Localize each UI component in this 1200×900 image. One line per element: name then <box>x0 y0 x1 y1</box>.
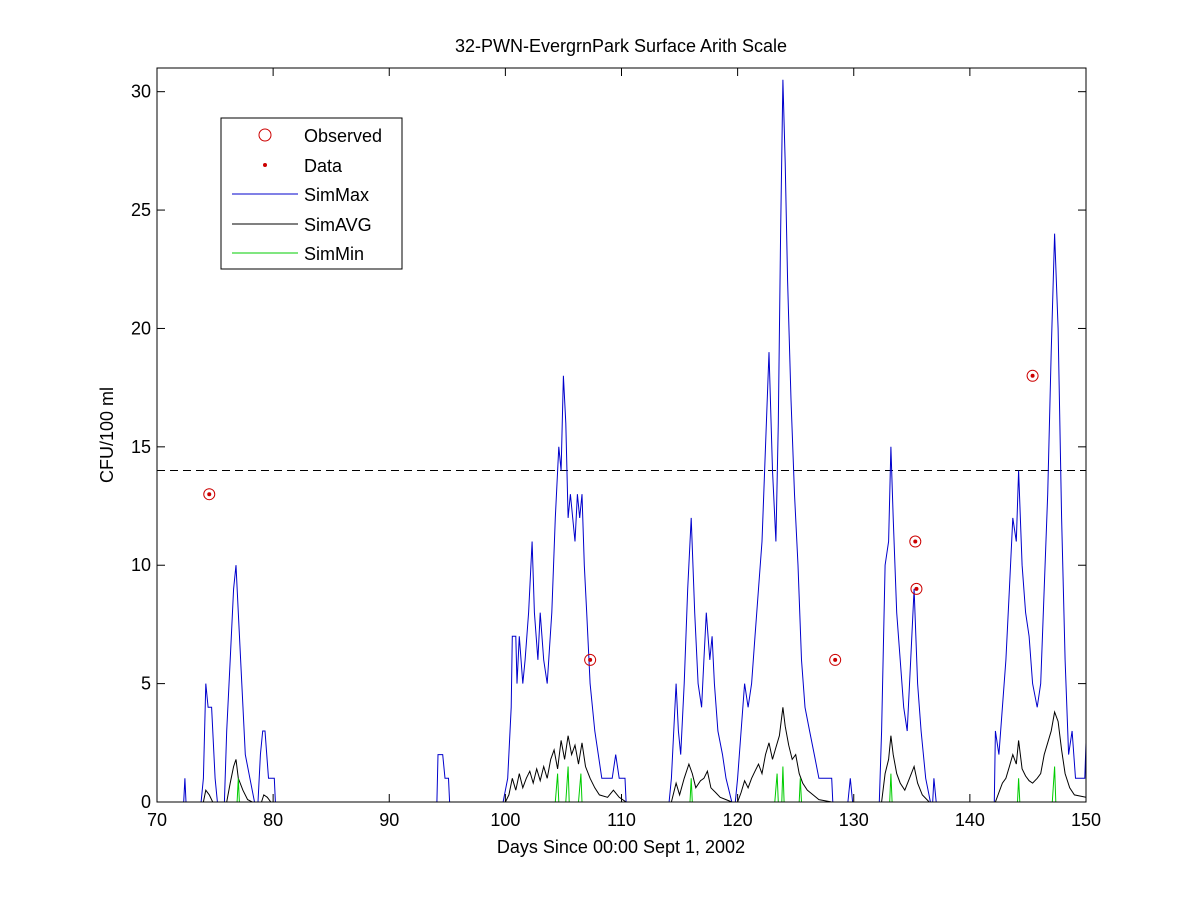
y-tick-label-15: 15 <box>131 437 151 457</box>
x-tick-label-150: 150 <box>1071 810 1101 830</box>
x-tick-label-70: 70 <box>147 810 167 830</box>
data-point-2 <box>833 657 838 662</box>
data-point-3 <box>913 539 918 544</box>
legend-simmax-label: SimMax <box>304 185 369 205</box>
axes: 70 80 90 100 110 120 130 140 150 0 5 10 15 20 25 30 <box>131 67 1101 830</box>
x-axis-label: Days Since 00:00 Sept 1, 2002 <box>497 837 745 857</box>
series-line-simmin <box>236 766 1057 802</box>
x-tick-label-140: 140 <box>955 810 985 830</box>
legend-data-marker <box>263 163 267 167</box>
observed-point-3 <box>909 535 922 548</box>
plot-area <box>157 79 1086 802</box>
data-point-4 <box>914 586 919 591</box>
y-tick-label-30: 30 <box>131 82 151 102</box>
x-tick-label-100: 100 <box>490 810 520 830</box>
chart-title: 32-PWN-EvergrnPark Surface Arith Scale <box>455 36 787 56</box>
legend-simmin-label: SimMin <box>304 244 364 264</box>
y-tick-label-0: 0 <box>141 792 151 812</box>
x-tick-label-90: 90 <box>379 810 399 830</box>
y-tick-label-10: 10 <box>131 555 151 575</box>
legend: Observed Data SimMax SimAVG SimMin <box>220 117 403 270</box>
observed-point-2 <box>829 653 842 666</box>
legend-observed-label: Observed <box>304 126 382 146</box>
x-tick-label-110: 110 <box>607 810 636 830</box>
legend-observed-marker <box>258 128 272 142</box>
observed-point-4 <box>910 582 923 595</box>
data-point-0 <box>207 492 212 497</box>
observed-point-0 <box>203 488 216 501</box>
y-axis-label: CFU/100 ml <box>97 387 117 483</box>
legend-data-label: Data <box>304 156 343 176</box>
observed-point-5 <box>1026 369 1039 382</box>
y-tick-label-25: 25 <box>131 200 151 220</box>
series-line-simavg <box>180 707 1086 802</box>
series-line-simmax <box>183 79 1086 802</box>
y-tick-label-20: 20 <box>131 318 151 338</box>
observed-point-1 <box>584 653 597 666</box>
legend-simavg-label: SimAVG <box>304 215 372 235</box>
x-tick-label-80: 80 <box>263 810 283 830</box>
y-tick-label-5: 5 <box>141 674 151 694</box>
data-point-1 <box>588 657 593 662</box>
x-tick-label-130: 130 <box>839 810 869 830</box>
data-point-5 <box>1030 373 1035 378</box>
x-tick-label-120: 120 <box>723 810 753 830</box>
